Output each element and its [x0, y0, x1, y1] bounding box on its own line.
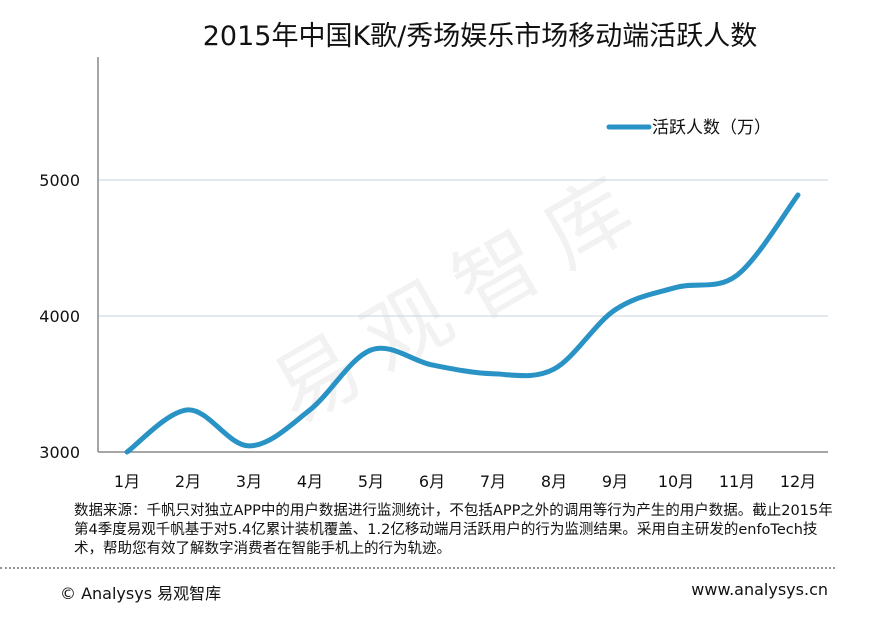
- x-tick-label: 5月: [358, 472, 384, 491]
- x-tick-label: 2月: [175, 472, 201, 491]
- x-tick-label: 12月: [780, 472, 816, 491]
- chart-title: 2015年中国K歌/秀场娱乐市场移动端活跃人数: [202, 21, 758, 52]
- divider: [0, 567, 835, 569]
- series-line: [124, 192, 801, 455]
- x-tick-label: 10月: [658, 472, 694, 491]
- x-tick-label: 6月: [419, 472, 445, 491]
- copyright: © Analysys 易观智库: [60, 584, 222, 603]
- legend-label: 活跃人数（万）: [652, 118, 771, 138]
- y-tick-label: 5000: [39, 171, 80, 190]
- x-tick-label: 1月: [114, 472, 140, 491]
- line-chart: 3000 4000 5000 1月 2月 3月 4月 5月 6月 7月 8月 9月 10月 11月 12月 活…: [39, 57, 828, 491]
- x-tick-label: 11月: [719, 472, 755, 491]
- source-note: 数据来源：千帆只对独立APP中的用户数据进行监测统计，不包括APP之外的调用等行…: [74, 503, 833, 557]
- y-tick-label: 4000: [39, 307, 80, 326]
- x-tick-label: 9月: [602, 472, 628, 491]
- x-tick-label: 8月: [541, 472, 567, 491]
- y-tick-label: 3000: [39, 443, 80, 462]
- x-tick-label: 4月: [297, 472, 323, 491]
- website-url[interactable]: www.analysys.cn: [691, 580, 828, 599]
- x-tick-label: 3月: [236, 472, 262, 491]
- x-tick-label: 7月: [480, 472, 506, 491]
